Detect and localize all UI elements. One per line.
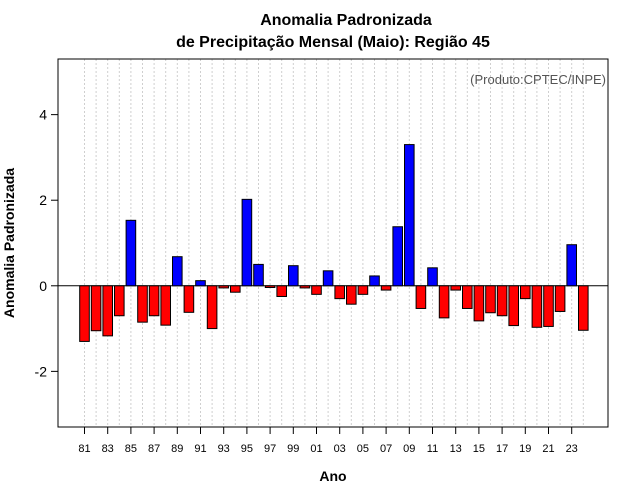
chart-title: Anomalia Padronizada (260, 12, 432, 29)
bar-2015 (473, 285, 485, 322)
x-tick-label: 93 (218, 443, 230, 455)
bar-2023 (566, 244, 578, 287)
x-tick-label: 17 (496, 443, 508, 455)
bar-1999 (288, 265, 299, 287)
bar-2007 (380, 285, 392, 291)
x-tick-label: 97 (264, 443, 276, 455)
bar-2013 (450, 285, 461, 291)
bar-1986 (137, 285, 148, 323)
x-tick-label: 95 (241, 443, 253, 455)
bar-1984 (114, 285, 125, 317)
y-axis-label: Anomalia Padronizada (1, 168, 17, 318)
x-tick-label: 21 (542, 443, 554, 455)
x-tick-label: 15 (473, 443, 485, 455)
bar-1994 (230, 285, 241, 293)
bar-2022 (554, 285, 566, 312)
bar-1995 (241, 198, 253, 287)
grid-lines (84, 59, 584, 427)
x-axis-label: Ano (319, 468, 346, 484)
bar-2021 (543, 285, 554, 327)
x-tick-label: 01 (310, 443, 322, 455)
bar-2005 (357, 285, 369, 295)
x-tick-label: 89 (171, 443, 183, 455)
y-tick-label: 4 (39, 107, 47, 123)
bar-1997 (264, 285, 276, 289)
x-tick-label: 99 (287, 443, 299, 455)
x-tick-label: 05 (357, 443, 369, 455)
bar-1992 (206, 285, 218, 330)
bar-1993 (218, 285, 229, 289)
bar-2016 (485, 285, 496, 314)
bar-2002 (322, 270, 334, 287)
x-tick-label: 83 (102, 443, 114, 455)
bar-2009 (404, 144, 415, 287)
bar-1983 (102, 285, 114, 337)
bar-1990 (183, 285, 195, 313)
bar-2001 (311, 285, 322, 295)
chart-subtitle: de Precipitação Mensal (Maio): Região 45 (176, 34, 490, 51)
credit-annotation: (Produto:CPTEC/INPE) (470, 72, 606, 87)
bar-2024 (578, 285, 589, 331)
bar-2018 (508, 285, 519, 327)
bar-1988 (160, 285, 171, 326)
x-tick-label: 11 (427, 443, 438, 455)
x-tick-label: 09 (403, 443, 415, 455)
bar-1998 (276, 285, 287, 297)
y-tick-label: 0 (39, 278, 47, 294)
bar-1982 (90, 285, 102, 332)
bar-2008 (392, 226, 403, 287)
bar-1981 (79, 285, 90, 342)
x-tick-label: 19 (519, 443, 531, 455)
x-tick-label: 91 (194, 443, 206, 455)
y-tick-label: -2 (35, 363, 48, 379)
bar-2000 (299, 285, 311, 289)
bar-2004 (346, 285, 357, 305)
bar-2003 (334, 285, 345, 300)
bar-1987 (148, 285, 160, 317)
y-tick-label: 2 (39, 192, 47, 208)
bar-1996 (253, 263, 264, 287)
bar-2014 (462, 285, 473, 309)
x-axis: 81 83 85 87 89 91 93 95 97 99 01 03 05 07 09 11 13 15 17 19… (78, 427, 578, 455)
bar-2020 (531, 285, 543, 328)
x-tick-label: 87 (148, 443, 160, 455)
bar-1989 (172, 256, 183, 287)
plot-area (57, 58, 609, 428)
x-tick-label: 85 (125, 443, 137, 455)
bars (79, 144, 589, 342)
x-tick-label: 23 (566, 443, 578, 455)
bar-2017 (496, 285, 508, 317)
x-tick-label: 07 (380, 443, 392, 455)
bar-2011 (427, 267, 438, 287)
bar-1991 (195, 280, 206, 287)
bar-2019 (520, 285, 531, 300)
x-tick-label: 03 (334, 443, 346, 455)
bar-1985 (125, 219, 137, 287)
x-tick-label: 13 (450, 443, 462, 455)
bar-2010 (415, 285, 427, 309)
y-axis: -2 0 2 4 (35, 107, 58, 379)
x-tick-label: 81 (78, 443, 90, 455)
bar-2006 (369, 275, 380, 287)
bar-2012 (438, 285, 450, 319)
